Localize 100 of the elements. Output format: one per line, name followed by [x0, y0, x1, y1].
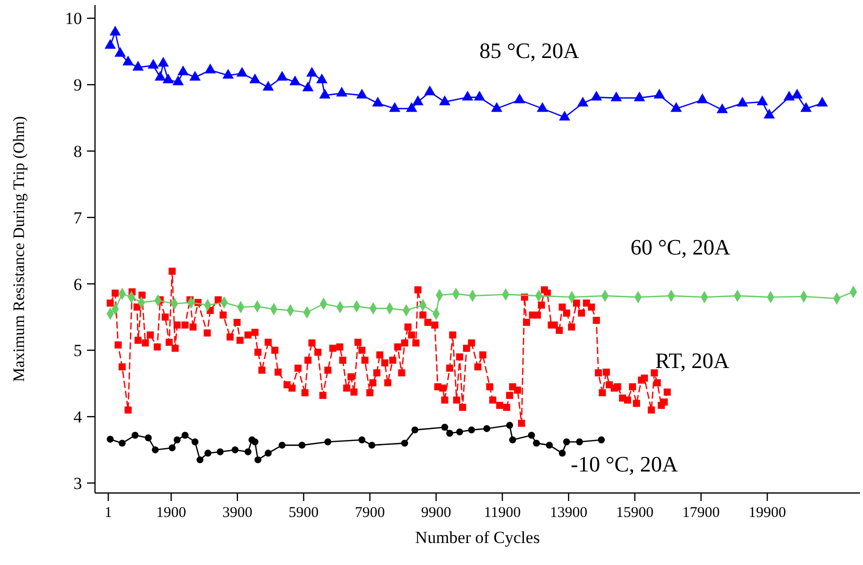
point [411, 426, 418, 434]
point [216, 448, 224, 456]
point [576, 438, 583, 446]
point [264, 450, 272, 457]
series-label: 85 °C, 20A [479, 38, 580, 63]
point [254, 456, 262, 464]
point [590, 90, 602, 101]
y-tick-label: 6 [74, 274, 82, 294]
point [532, 440, 540, 447]
point [401, 440, 408, 447]
point [514, 93, 526, 104]
x-tick-label: 9900 [421, 505, 452, 521]
point [158, 56, 169, 67]
point [148, 58, 159, 69]
point [204, 64, 216, 74]
point [222, 68, 234, 79]
point [236, 66, 248, 77]
point [670, 102, 682, 112]
point [446, 430, 454, 437]
y-tick-label: 3 [74, 474, 82, 493]
point [716, 103, 728, 114]
point [816, 96, 828, 107]
point [196, 456, 204, 464]
point [192, 438, 198, 446]
point [406, 102, 418, 112]
x-tick-label: 19900 [748, 505, 786, 521]
point [289, 76, 301, 86]
point [483, 425, 490, 432]
point [182, 432, 189, 439]
x-tick-label: 3900 [222, 505, 252, 521]
point [389, 102, 400, 112]
point [536, 102, 548, 112]
point [306, 66, 318, 77]
point [506, 422, 514, 429]
point [154, 70, 166, 81]
point [474, 90, 486, 101]
point [577, 96, 588, 107]
y-tick-label: 10 [65, 9, 82, 28]
point [441, 424, 448, 431]
point [104, 38, 116, 49]
point [336, 86, 348, 97]
point [132, 432, 139, 439]
point [468, 426, 476, 434]
series-label: -10 °C, 20A [570, 452, 678, 477]
point [152, 446, 159, 454]
point [251, 438, 258, 446]
point [791, 88, 803, 99]
point [462, 90, 474, 101]
point [276, 70, 288, 81]
x-tick-label: 11900 [484, 505, 521, 521]
point [122, 56, 134, 66]
x-tick-label: 15900 [616, 505, 654, 521]
x-tick-label: 7900 [354, 505, 385, 521]
point [491, 102, 502, 112]
y-tick-label: 8 [74, 142, 82, 162]
point [654, 88, 665, 99]
point [424, 85, 436, 96]
x-axis-title: Number of Cycles [415, 528, 540, 547]
x-tick-label: 17900 [682, 505, 720, 521]
x-tick-label: 1 [104, 505, 112, 521]
point [764, 108, 775, 118]
x-tick-label: 5900 [288, 505, 319, 521]
point [598, 436, 605, 444]
point [144, 434, 152, 442]
point [106, 436, 114, 443]
point [546, 442, 553, 449]
point [298, 442, 306, 449]
series-label: 60 °C, 20A [630, 234, 730, 260]
point [319, 88, 330, 99]
y-tick-label: 5 [74, 341, 82, 360]
point [696, 93, 708, 104]
point [509, 436, 516, 444]
point [174, 436, 181, 444]
x-tick-label: 1900 [156, 505, 186, 521]
point [558, 110, 570, 120]
y-tick-label: 9 [74, 76, 82, 95]
point [168, 444, 176, 452]
point [162, 74, 174, 84]
point [783, 90, 795, 101]
point [358, 436, 366, 444]
point [110, 26, 121, 36]
point [172, 76, 184, 86]
point [356, 88, 368, 99]
point [316, 74, 328, 84]
point [302, 81, 314, 92]
point [244, 448, 252, 456]
point [114, 46, 126, 57]
point [232, 446, 239, 454]
point [177, 66, 189, 76]
point [412, 95, 424, 106]
point [368, 442, 376, 449]
point [249, 74, 261, 84]
point [439, 95, 450, 106]
point [372, 96, 384, 107]
y-axis-title: Maximum Resistance During Trip (Ohm) [11, 116, 28, 382]
point [262, 80, 274, 91]
point [132, 60, 144, 71]
point [118, 440, 126, 447]
series-label: RT, 20A [655, 348, 730, 373]
point [634, 91, 646, 102]
